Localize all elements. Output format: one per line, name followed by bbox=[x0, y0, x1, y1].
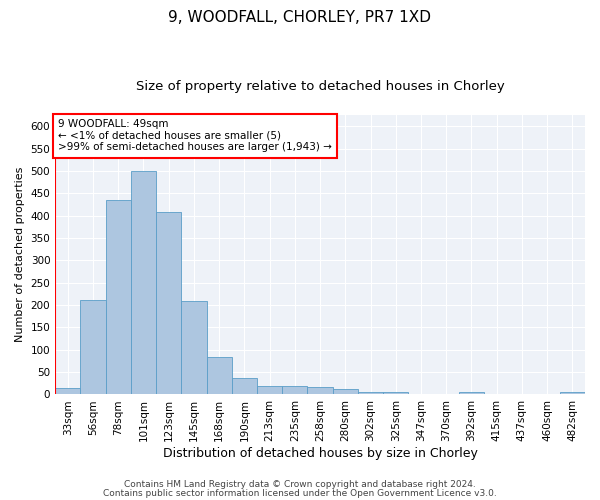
Bar bbox=[358, 392, 383, 394]
Bar bbox=[307, 387, 332, 394]
Bar bbox=[131, 171, 156, 394]
Bar bbox=[80, 300, 106, 394]
Bar bbox=[206, 358, 232, 395]
Text: 9, WOODFALL, CHORLEY, PR7 1XD: 9, WOODFALL, CHORLEY, PR7 1XD bbox=[169, 10, 431, 25]
Text: 9 WOODFALL: 49sqm
← <1% of detached houses are smaller (5)
>99% of semi-detached: 9 WOODFALL: 49sqm ← <1% of detached hous… bbox=[58, 119, 332, 152]
Bar bbox=[383, 392, 409, 394]
Bar bbox=[459, 392, 484, 394]
Bar bbox=[257, 386, 282, 394]
Bar bbox=[156, 212, 181, 394]
Text: Contains HM Land Registry data © Crown copyright and database right 2024.: Contains HM Land Registry data © Crown c… bbox=[124, 480, 476, 489]
Bar bbox=[181, 300, 206, 394]
Bar bbox=[55, 388, 80, 394]
Text: Contains public sector information licensed under the Open Government Licence v3: Contains public sector information licen… bbox=[103, 489, 497, 498]
Bar bbox=[232, 378, 257, 394]
Bar bbox=[106, 200, 131, 394]
Bar bbox=[560, 392, 585, 394]
X-axis label: Distribution of detached houses by size in Chorley: Distribution of detached houses by size … bbox=[163, 447, 478, 460]
Title: Size of property relative to detached houses in Chorley: Size of property relative to detached ho… bbox=[136, 80, 505, 93]
Bar bbox=[332, 389, 358, 394]
Y-axis label: Number of detached properties: Number of detached properties bbox=[15, 167, 25, 342]
Bar bbox=[282, 386, 307, 394]
